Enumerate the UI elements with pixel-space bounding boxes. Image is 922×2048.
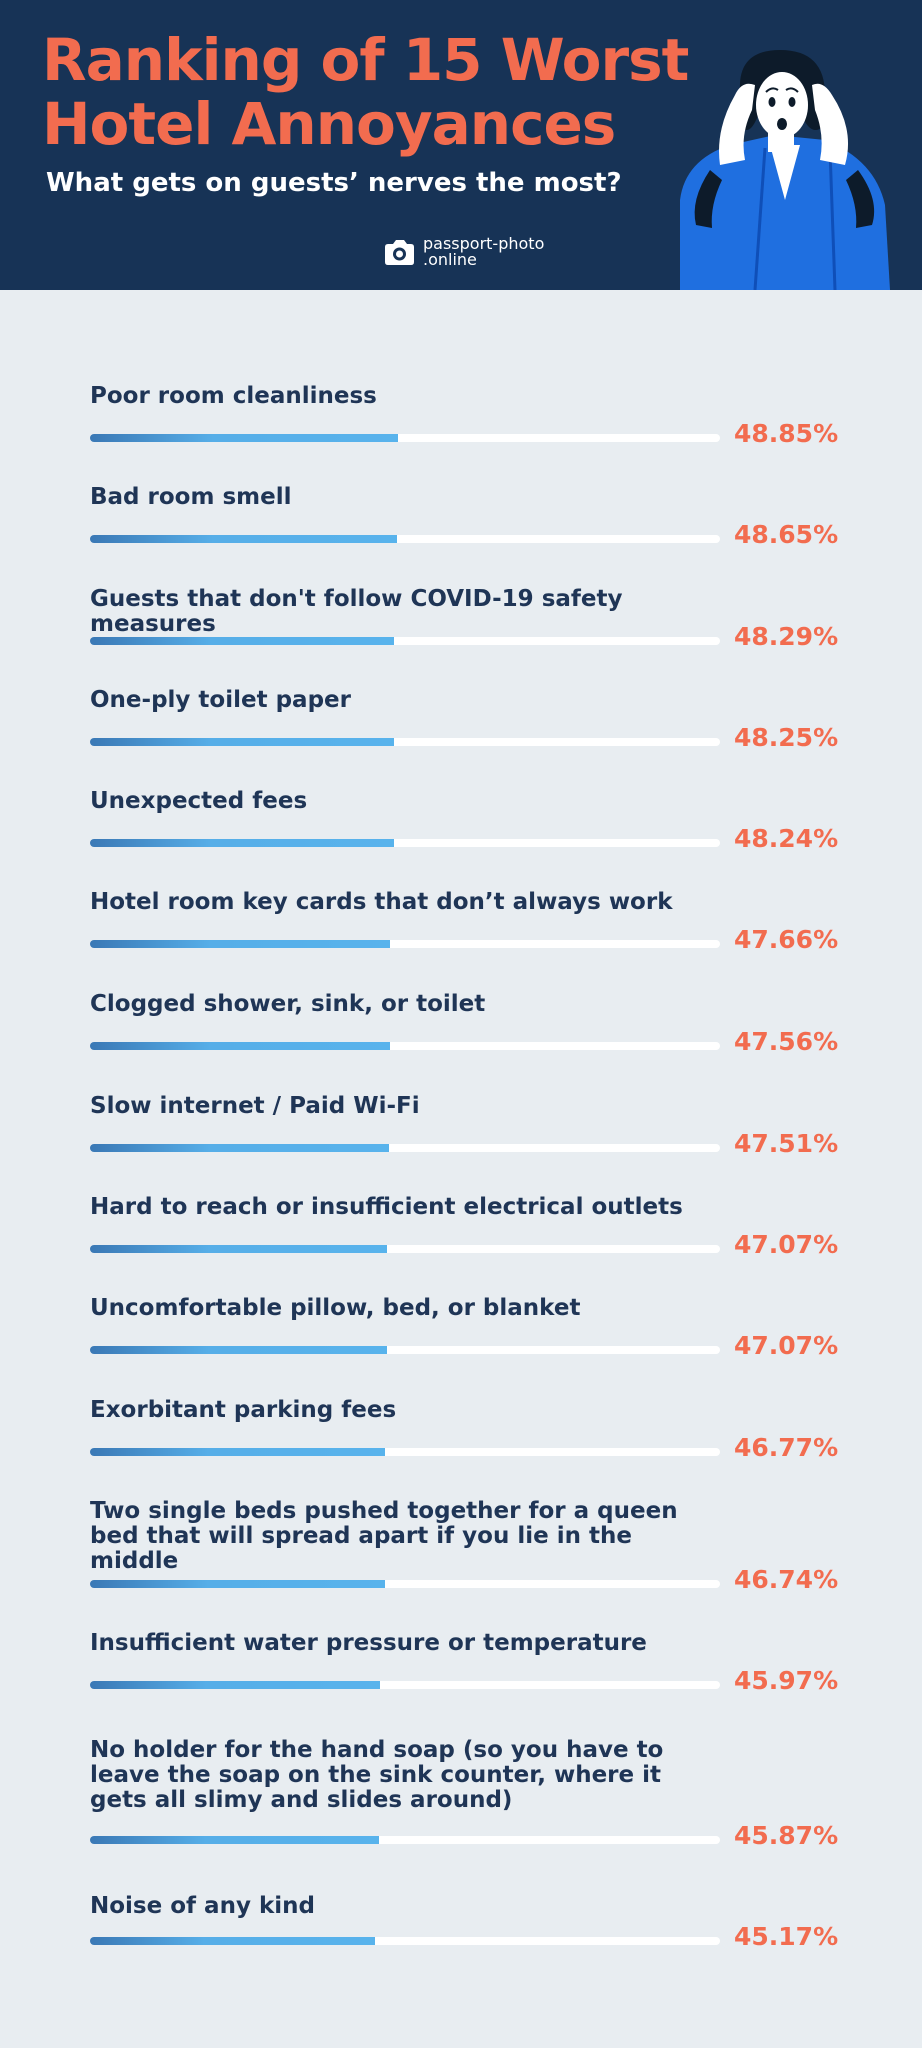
page-title: Ranking of 15 Worst Hotel Annoyances	[42, 26, 689, 158]
bar-value-label: 47.51%	[734, 1129, 839, 1158]
header: Ranking of 15 Worst Hotel Annoyances Wha…	[0, 0, 922, 290]
bar-value-label: 45.87%	[734, 1821, 839, 1850]
bar-track	[90, 940, 720, 948]
bar	[90, 535, 397, 543]
brand-logo[interactable]: passport-photo .online	[383, 236, 544, 268]
bar-track	[90, 738, 720, 746]
bar-label: Two single beds pushed together for a qu…	[90, 1498, 678, 1574]
bar-value-label: 48.85%	[734, 419, 839, 448]
bar	[90, 1245, 387, 1253]
bar	[90, 839, 394, 847]
bar-chart: Poor room cleanliness 48.85% Bad room smel…	[0, 290, 922, 2048]
bar-label: Insufficient water pressure or temperatu…	[90, 1630, 647, 1656]
bar-label: Guests that don't follow COVID-19 safety…	[90, 586, 623, 637]
bar-label: Hotel room key cards that don’t always w…	[90, 889, 673, 915]
bar-label: Clogged shower, sink, or toilet	[90, 991, 486, 1017]
bar-value-label: 45.17%	[734, 1922, 839, 1951]
bar-track	[90, 1346, 720, 1354]
bar-label: No holder for the hand soap (so you have…	[90, 1737, 664, 1813]
bar-track	[90, 1042, 720, 1050]
bar-track	[90, 1245, 720, 1253]
bar-value-label: 46.74%	[734, 1565, 839, 1594]
bar	[90, 434, 398, 442]
bar	[90, 940, 391, 948]
bar	[90, 1681, 380, 1689]
brand-text-line1: passport-photo	[423, 234, 545, 253]
bar-track	[90, 1448, 720, 1456]
bar	[90, 1836, 379, 1844]
bar-track	[90, 1144, 720, 1152]
brand-text-line2: .online	[423, 250, 477, 269]
bar	[90, 1580, 385, 1588]
bar	[90, 1042, 390, 1050]
bar-value-label: 47.07%	[734, 1331, 839, 1360]
bar-value-label: 47.56%	[734, 1027, 839, 1056]
bar-value-label: 47.66%	[734, 925, 839, 954]
bar-label: Exorbitant parking fees	[90, 1397, 397, 1423]
bar-value-label: 48.29%	[734, 622, 839, 651]
page-subtitle: What gets on guests’ nerves the most?	[46, 168, 622, 198]
bar	[90, 738, 394, 746]
bar-value-label: 48.65%	[734, 520, 839, 549]
bar-label: Poor room cleanliness	[90, 383, 377, 409]
bar	[90, 637, 395, 645]
bar-label: Bad room smell	[90, 484, 292, 510]
bar-track	[90, 1836, 720, 1844]
bar	[90, 1346, 387, 1354]
bar-label: Slow internet / Paid Wi-Fi	[90, 1093, 420, 1119]
bar	[90, 1937, 375, 1945]
bar-label: One-ply toilet paper	[90, 687, 351, 713]
bar-value-label: 48.25%	[734, 723, 839, 752]
bar-track	[90, 1937, 720, 1945]
bar-value-label: 48.24%	[734, 824, 839, 853]
bar	[90, 1448, 385, 1456]
bar-label: Noise of any kind	[90, 1893, 315, 1919]
bar-label: Hard to reach or insufficient electrical…	[90, 1194, 683, 1220]
bar-value-label: 46.77%	[734, 1433, 839, 1462]
bar-value-label: 47.07%	[734, 1230, 839, 1259]
bar	[90, 1144, 390, 1152]
bar-track	[90, 637, 720, 645]
camera-icon	[385, 240, 414, 265]
bar-label: Uncomfortable pillow, bed, or blanket	[90, 1295, 581, 1321]
bar-track	[90, 839, 720, 847]
stressed-woman-illustration	[680, 50, 890, 290]
bar-track	[90, 1681, 720, 1689]
bar-track	[90, 434, 720, 442]
bar-track	[90, 535, 720, 543]
bar-label: Unexpected fees	[90, 788, 308, 814]
brand-text: passport-photo .online	[423, 236, 544, 268]
bar-value-label: 45.97%	[734, 1666, 839, 1695]
bar-track	[90, 1580, 720, 1588]
